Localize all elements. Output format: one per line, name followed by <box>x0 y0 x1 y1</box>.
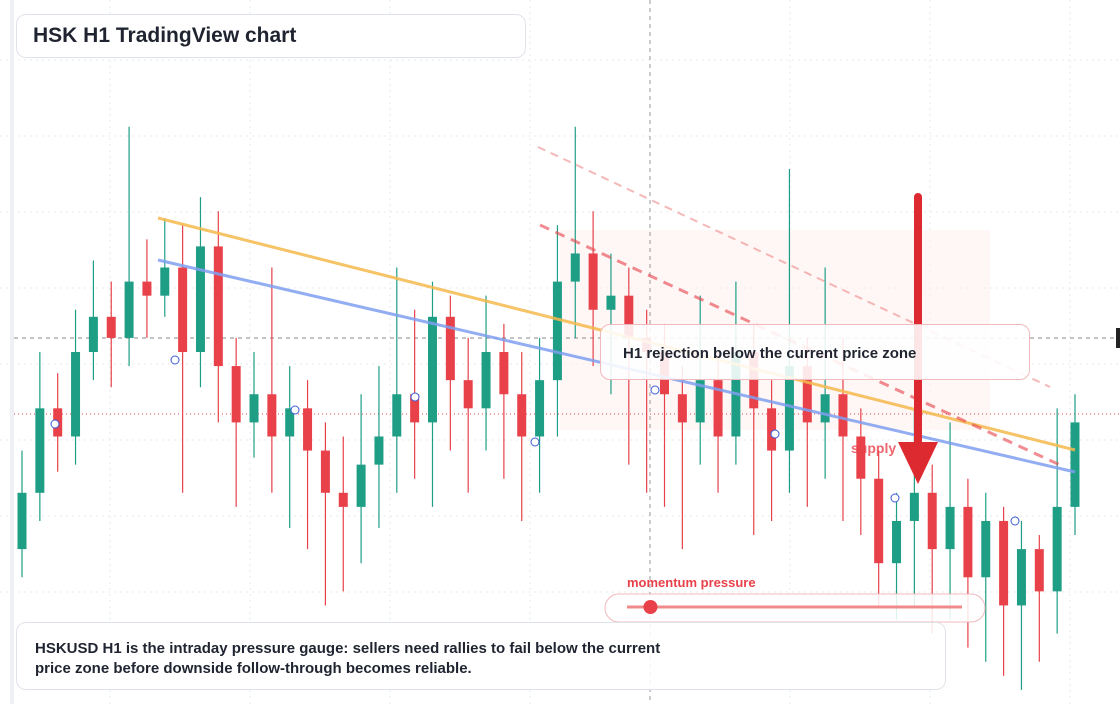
candle-body <box>499 352 509 395</box>
candle-body <box>713 380 723 437</box>
candle-body <box>427 316 437 423</box>
left-edge <box>10 0 14 704</box>
pivot-markers <box>50 355 1020 526</box>
description: HSKUSD H1 is the intraday pressure gauge… <box>16 622 946 690</box>
candle-body <box>802 366 812 423</box>
candle-body <box>963 506 973 578</box>
candle-body <box>106 316 116 338</box>
candle-body <box>677 394 687 423</box>
candle-body <box>588 253 598 310</box>
candle-body <box>35 408 45 493</box>
candle-body <box>481 352 491 409</box>
candle-body <box>570 253 580 282</box>
candle-body <box>356 464 366 507</box>
candle-body <box>909 492 919 521</box>
arrow-head <box>898 442 938 484</box>
candle-body <box>1016 549 1026 606</box>
candle-body <box>392 394 402 437</box>
description-text: HSKUSD H1 is the intraday pressure gauge… <box>35 640 661 677</box>
candle-body <box>374 436 384 465</box>
candle-body <box>927 492 937 550</box>
candle-body <box>945 506 955 550</box>
zone-label: supply <box>851 440 896 456</box>
candle-body <box>249 394 259 423</box>
candle-body <box>178 267 188 352</box>
candle-body <box>231 366 241 423</box>
candle-body <box>784 366 794 451</box>
candle-body <box>552 281 562 381</box>
candle-body <box>267 394 277 437</box>
trendline-red-upper <box>537 146 1051 388</box>
candle-body <box>820 394 830 423</box>
candle-body <box>624 295 634 338</box>
candle-body <box>892 520 902 564</box>
candle-body <box>767 408 777 451</box>
candle-body <box>445 316 455 381</box>
candle-body <box>606 295 616 310</box>
gauge-knob <box>643 600 658 614</box>
candle-body <box>285 408 295 437</box>
candle-body <box>749 352 759 409</box>
candle-body <box>160 267 170 296</box>
candle-body <box>535 380 545 437</box>
candle-body <box>88 316 98 352</box>
price-tag <box>1116 328 1120 348</box>
candle-body <box>1034 549 1044 592</box>
candle-body <box>999 520 1009 606</box>
candle-body <box>1070 422 1080 507</box>
candle-body <box>981 520 991 578</box>
candle-body <box>213 246 223 367</box>
candle-body <box>71 352 81 437</box>
annotation: H1 rejection below the current price zon… <box>600 324 1030 380</box>
candle-body <box>517 394 527 437</box>
gauge-label: momentum pressure <box>627 575 756 590</box>
candle-body <box>303 408 313 451</box>
title: HSK H1 TradingView chart <box>16 14 526 58</box>
trendline-red <box>539 223 1061 467</box>
candle-body <box>695 380 705 423</box>
candle-body <box>874 478 884 564</box>
candle-body <box>124 281 134 338</box>
candle-body <box>856 436 866 479</box>
candle-body <box>17 492 27 550</box>
candle-body <box>838 394 848 437</box>
candle-body <box>320 450 330 493</box>
candle-body <box>142 281 152 296</box>
candle-body <box>338 492 348 507</box>
candle-body <box>463 380 473 409</box>
candle-body <box>1052 506 1062 592</box>
candle-body <box>410 394 420 423</box>
candle-body <box>195 246 205 352</box>
